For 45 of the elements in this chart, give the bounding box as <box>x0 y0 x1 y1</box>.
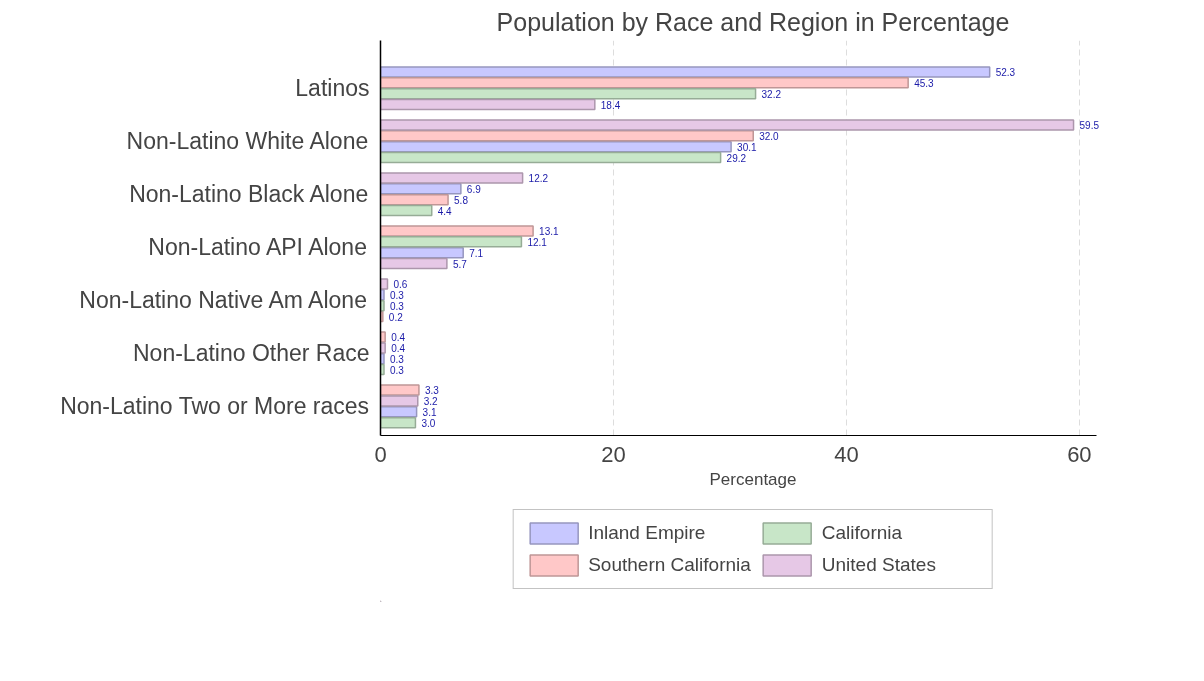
data-label: 13.1 <box>539 225 559 237</box>
y-tick-label: Non-Latino API Alone <box>148 234 367 261</box>
data-label: 7.1 <box>469 247 484 259</box>
legend-label: United States <box>821 553 937 576</box>
data-label: 0.6 <box>393 278 408 290</box>
data-label: 12.1 <box>527 236 548 248</box>
x-tick-label: 40 <box>834 441 859 467</box>
y-tick-label: Latinos <box>295 75 370 102</box>
legend-label: Southern California <box>588 553 751 576</box>
legend-label: California <box>821 521 904 544</box>
data-label: 0.2 <box>388 311 404 323</box>
data-label: 0.3 <box>389 289 405 301</box>
data-label: 30.1 <box>737 141 757 153</box>
legend-label: Inland Empire <box>588 521 707 544</box>
data-label: 32.2 <box>761 88 782 100</box>
data-label: 0.3 <box>389 353 405 365</box>
data-label: 6.9 <box>466 183 482 195</box>
y-tick-label: Non-Latino Native Am Alone <box>79 287 367 314</box>
data-label: 0.4 <box>391 332 406 344</box>
x-axis-title: Percentage <box>709 469 797 489</box>
data-label: 29.2 <box>726 152 747 164</box>
data-label: 12.2 <box>528 172 549 184</box>
y-tick-label: Non-Latino Other Race <box>132 340 370 367</box>
data-label: 3.1 <box>422 406 437 418</box>
y-tick-label: Non-Latino Two or More races <box>60 393 370 420</box>
data-label: 3.0 <box>421 417 436 429</box>
data-label: 18.4 <box>600 99 621 111</box>
y-tick-label: Non-Latino White Alone <box>126 128 369 155</box>
data-label: 0.3 <box>389 300 405 312</box>
y-tick-label: Non-Latino Black Alone <box>129 181 369 208</box>
data-label: 5.8 <box>454 194 469 206</box>
data-label: 45.3 <box>914 77 935 89</box>
x-tick-label: 20 <box>601 441 626 467</box>
data-label: 52.3 <box>995 66 1016 78</box>
data-label: 59.5 <box>1079 119 1100 131</box>
x-tick-label: 0 <box>374 441 387 467</box>
data-label: 4.4 <box>437 205 453 217</box>
data-label: 5.7 <box>452 258 468 270</box>
data-label: 32.0 <box>759 130 780 142</box>
data-label: 0.3 <box>389 364 405 376</box>
data-label: 3.3 <box>424 385 440 397</box>
chart-title: Population by Race and Region in Percentage <box>496 7 1010 36</box>
data-label: 3.2 <box>423 395 439 407</box>
x-tick-label: 60 <box>1067 441 1092 467</box>
data-label: 0.4 <box>391 342 406 354</box>
